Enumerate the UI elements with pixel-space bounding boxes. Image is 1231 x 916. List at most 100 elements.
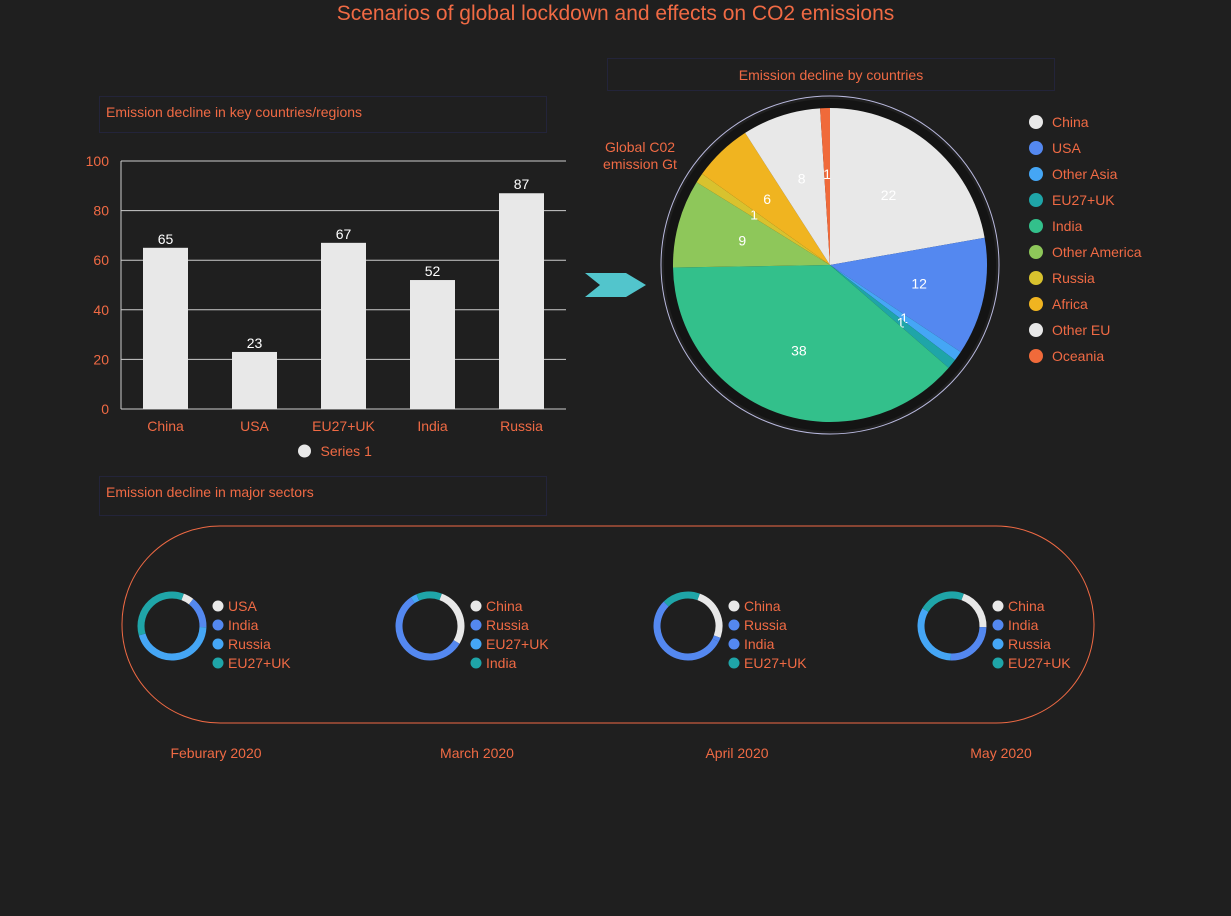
- donut-legend-label: Russia: [1008, 636, 1051, 652]
- donut-legend-label: Russia: [486, 617, 529, 633]
- pie-chart-title: Emission decline by countries: [738, 67, 924, 83]
- x-tick-label: China: [147, 418, 184, 434]
- pie-slice: [830, 265, 961, 361]
- donut-segment: [917, 608, 952, 661]
- month-label-feb: Feburary 2020: [170, 745, 262, 761]
- x-tick-label: EU27+UK: [312, 418, 375, 434]
- donut-segment: [137, 591, 184, 636]
- pie-outer-ring: [660, 95, 1000, 435]
- donut-segment: [138, 626, 207, 661]
- legend-marker: [1029, 193, 1043, 207]
- legend-marker: [1029, 115, 1043, 129]
- donut-legend-label: India: [744, 636, 775, 652]
- legend-marker: [298, 444, 311, 458]
- donut-legend-label: India: [228, 617, 259, 633]
- legend-label: Russia: [1052, 270, 1095, 286]
- arrow-icon: [585, 273, 646, 297]
- data-label: 87: [514, 176, 530, 192]
- donut-segment: [410, 594, 420, 604]
- pie-slice: [673, 265, 949, 423]
- donut-segment: [697, 593, 723, 638]
- legend-label: India: [1052, 218, 1083, 234]
- data-label: 65: [158, 231, 174, 247]
- pie-annotation: Global C02 emission Gt: [603, 139, 677, 172]
- donut-segment: [188, 598, 207, 628]
- bar-chart: 0 20 40 60 80 100 65 China 23 USA 67 EU27+UK 52 India…: [86, 153, 566, 459]
- donut-segment: [961, 593, 987, 628]
- pie-data-label: 12: [911, 276, 927, 292]
- month-label-mar: March 2020: [440, 745, 514, 761]
- donut-legend-marker: [470, 600, 482, 612]
- donut-segment: [663, 591, 700, 607]
- pie-data-label: 6: [763, 191, 771, 207]
- bar-chart-title: Emission decline in key countries/region…: [106, 104, 363, 120]
- month-label-may: May 2020: [970, 745, 1032, 761]
- donut-legend-marker: [728, 600, 740, 612]
- donut-legend-marker: [470, 638, 482, 650]
- pie-data-label: 1: [750, 207, 758, 223]
- donut-legend-label: Russia: [744, 617, 787, 633]
- donut-legend-label: USA: [228, 598, 257, 614]
- donut-legend-marker: [212, 619, 224, 631]
- donut-segment: [712, 635, 721, 642]
- donut-legend-label: EU27+UK: [228, 655, 291, 671]
- data-label: 23: [247, 335, 263, 351]
- pie-legend: China USA Other Asia EU27+UK India Other Amer…: [1029, 114, 1142, 364]
- donut-legend-label: China: [744, 598, 781, 614]
- legend-marker: [1029, 167, 1043, 181]
- legend-label: Other America: [1052, 244, 1142, 260]
- x-tick-label: Russia: [500, 418, 543, 434]
- donut-legend-label: Russia: [228, 636, 271, 652]
- y-tick-label: 40: [93, 302, 109, 318]
- donut-legend-label: China: [1008, 598, 1045, 614]
- sector-title-box: Emission decline in major sectors: [99, 476, 547, 516]
- legend-label: Other EU: [1052, 322, 1110, 338]
- pie-slice: [702, 132, 830, 265]
- donut-legend-marker: [728, 619, 740, 631]
- sector-title: Emission decline in major sectors: [106, 484, 314, 500]
- pie-data-label: 22: [881, 187, 897, 203]
- legend-label: USA: [1052, 140, 1081, 156]
- donut-legend-marker: [212, 600, 224, 612]
- data-label: 52: [425, 263, 441, 279]
- donut-legend-label: China: [486, 598, 523, 614]
- pie-slice: [830, 265, 955, 368]
- bar: [143, 247, 188, 409]
- legend-label: Africa: [1052, 296, 1088, 312]
- donut-legend-label: EU27+UK: [744, 655, 807, 671]
- donut-segment: [653, 601, 719, 661]
- legend-marker: [1029, 271, 1043, 285]
- sectors-container: [121, 525, 1095, 724]
- donut-legend-marker: [728, 657, 740, 669]
- bar: [499, 193, 544, 409]
- legend-label: EU27+UK: [1052, 192, 1115, 208]
- donut-charts: USA India Russia EU27+UK China Russia EU27+UK I…: [137, 591, 1071, 671]
- y-tick-label: 60: [93, 252, 109, 268]
- pie-slice: [830, 108, 985, 265]
- donut-segment: [181, 593, 194, 605]
- pie-data-label: 9: [738, 233, 746, 249]
- donut-segment: [416, 591, 442, 601]
- pie-slice: [820, 108, 830, 265]
- pie-data-label: 8: [798, 170, 806, 186]
- legend-label: Series 1: [321, 443, 373, 459]
- y-tick-label: 20: [93, 351, 109, 367]
- donut-segment: [922, 591, 964, 613]
- bar: [321, 242, 366, 409]
- legend-marker: [1029, 245, 1043, 259]
- pie-slice: [745, 108, 830, 265]
- donut-legend-marker: [470, 657, 482, 669]
- bar-chart-title-box: Emission decline in key countries/region…: [99, 96, 547, 133]
- donut-legend-label: EU27+UK: [1008, 655, 1071, 671]
- pie-data-label: 38: [791, 343, 807, 359]
- donut-legend-marker: [470, 619, 482, 631]
- month-label-apr: April 2020: [705, 745, 769, 761]
- legend-marker: [1029, 323, 1043, 337]
- x-tick-label: USA: [240, 418, 269, 434]
- pie-slice: [673, 182, 830, 268]
- donut-legend-label: India: [1008, 617, 1039, 633]
- donut-legend-marker: [728, 638, 740, 650]
- legend-label: Oceania: [1052, 348, 1104, 364]
- pie-data-label: 1: [897, 314, 905, 330]
